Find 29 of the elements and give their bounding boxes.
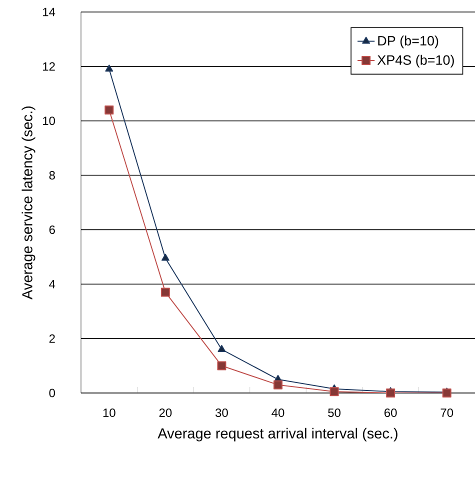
y-tick-label: 0 xyxy=(49,388,55,398)
point xyxy=(161,254,170,261)
x-tick-label: 30 xyxy=(215,408,228,418)
x-tick-label: 70 xyxy=(440,408,454,418)
y-axis-title: Average service latency (sec.) xyxy=(22,106,36,300)
legend-label: XP4S (b=10) xyxy=(377,54,454,68)
y-tick-label: 10 xyxy=(43,116,55,126)
point xyxy=(330,387,339,396)
y-tick-label: 4 xyxy=(49,280,56,288)
point xyxy=(160,288,170,297)
x-tick-label: 10 xyxy=(103,408,116,418)
point xyxy=(218,344,226,352)
point xyxy=(386,388,396,398)
x-axis-title: Average request arrival interval (sec.) xyxy=(158,428,398,442)
y-tick-label: 8 xyxy=(49,171,55,180)
point xyxy=(274,380,282,390)
y-tick-label: 14 xyxy=(43,8,56,16)
legend-label: DP (b=10) xyxy=(378,36,438,48)
x-tick-label: 40 xyxy=(272,408,284,418)
x-tick-label: 50 xyxy=(328,408,340,418)
point xyxy=(217,361,226,370)
point xyxy=(442,388,452,398)
y-tick-label: 2 xyxy=(49,334,55,343)
y-tick-label: 12 xyxy=(43,62,55,71)
x-tick-label: 60 xyxy=(384,408,397,418)
x-tick-label: 20 xyxy=(159,408,172,418)
point xyxy=(105,64,114,72)
y-tick-label: 6 xyxy=(49,225,55,234)
point xyxy=(104,105,114,114)
